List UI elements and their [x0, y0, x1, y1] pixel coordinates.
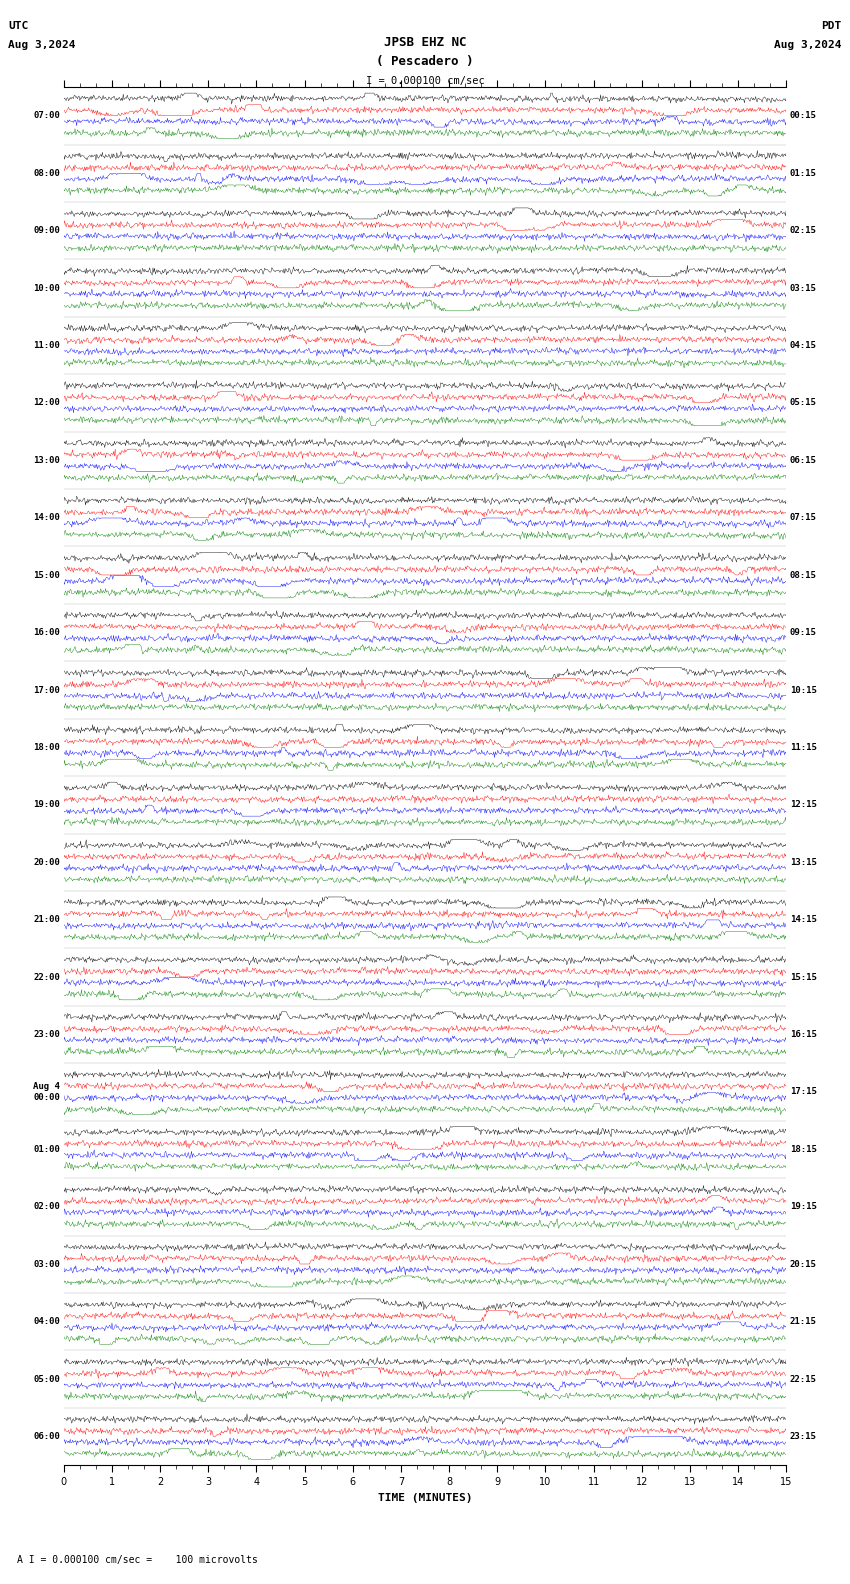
Text: 08:15: 08:15 [790, 570, 817, 580]
Text: 14:00: 14:00 [33, 513, 60, 523]
Text: 18:00: 18:00 [33, 743, 60, 752]
Text: PDT: PDT [821, 21, 842, 30]
Text: 06:15: 06:15 [790, 456, 817, 464]
Text: 10:15: 10:15 [790, 686, 817, 694]
Text: 03:15: 03:15 [790, 284, 817, 293]
Text: 02:15: 02:15 [790, 227, 817, 234]
Text: 04:00: 04:00 [33, 1318, 60, 1326]
Text: 19:00: 19:00 [33, 800, 60, 809]
Text: 23:00: 23:00 [33, 1030, 60, 1039]
Text: 01:15: 01:15 [790, 169, 817, 177]
X-axis label: TIME (MINUTES): TIME (MINUTES) [377, 1492, 473, 1503]
Text: 18:15: 18:15 [790, 1145, 817, 1153]
Text: 02:00: 02:00 [33, 1202, 60, 1212]
Text: 15:15: 15:15 [790, 973, 817, 982]
Text: 04:15: 04:15 [790, 341, 817, 350]
Text: 19:15: 19:15 [790, 1202, 817, 1212]
Text: 22:00: 22:00 [33, 973, 60, 982]
Text: 22:15: 22:15 [790, 1375, 817, 1383]
Text: ( Pescadero ): ( Pescadero ) [377, 55, 473, 68]
Text: 05:15: 05:15 [790, 399, 817, 407]
Text: 21:15: 21:15 [790, 1318, 817, 1326]
Text: 08:00: 08:00 [33, 169, 60, 177]
Text: 12:00: 12:00 [33, 399, 60, 407]
Text: UTC: UTC [8, 21, 29, 30]
Text: 20:15: 20:15 [790, 1259, 817, 1269]
Text: 09:15: 09:15 [790, 629, 817, 637]
Text: 14:15: 14:15 [790, 916, 817, 923]
Text: 09:00: 09:00 [33, 227, 60, 234]
Text: 21:00: 21:00 [33, 916, 60, 923]
Text: 13:00: 13:00 [33, 456, 60, 464]
Text: 16:00: 16:00 [33, 629, 60, 637]
Text: 01:00: 01:00 [33, 1145, 60, 1153]
Text: 17:15: 17:15 [790, 1088, 817, 1096]
Text: 23:15: 23:15 [790, 1432, 817, 1441]
Text: 03:00: 03:00 [33, 1259, 60, 1269]
Text: Aug 3,2024: Aug 3,2024 [774, 40, 842, 49]
Text: 06:00: 06:00 [33, 1432, 60, 1441]
Text: JPSB EHZ NC: JPSB EHZ NC [383, 36, 467, 49]
Text: 15:00: 15:00 [33, 570, 60, 580]
Text: 00:15: 00:15 [790, 111, 817, 120]
Text: Aug 4
00:00: Aug 4 00:00 [33, 1082, 60, 1101]
Text: 11:15: 11:15 [790, 743, 817, 752]
Text: 11:00: 11:00 [33, 341, 60, 350]
Text: 12:15: 12:15 [790, 800, 817, 809]
Text: 20:00: 20:00 [33, 859, 60, 866]
Text: 05:00: 05:00 [33, 1375, 60, 1383]
Text: 16:15: 16:15 [790, 1030, 817, 1039]
Text: 07:15: 07:15 [790, 513, 817, 523]
Text: 17:00: 17:00 [33, 686, 60, 694]
Text: 10:00: 10:00 [33, 284, 60, 293]
Text: Aug 3,2024: Aug 3,2024 [8, 40, 76, 49]
Text: 13:15: 13:15 [790, 859, 817, 866]
Text: I = 0.000100 cm/sec: I = 0.000100 cm/sec [366, 76, 484, 86]
Text: A I = 0.000100 cm/sec =    100 microvolts: A I = 0.000100 cm/sec = 100 microvolts [17, 1555, 258, 1565]
Text: 07:00: 07:00 [33, 111, 60, 120]
